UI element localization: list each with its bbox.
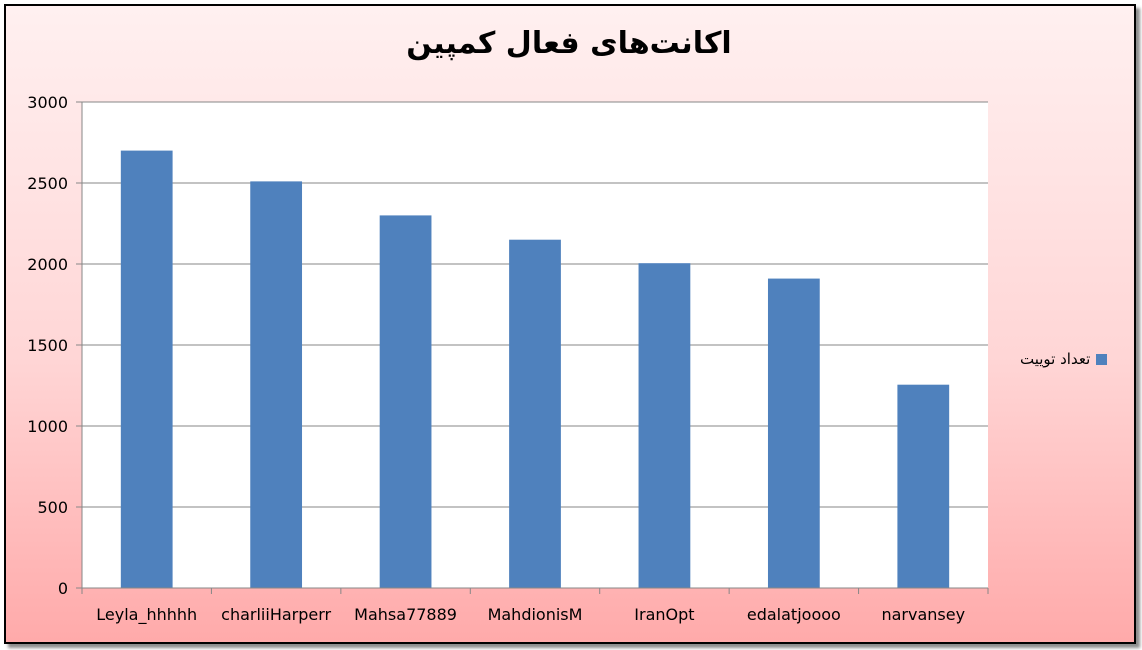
- x-tick-label: charliiHarperr: [221, 605, 331, 624]
- x-tick-label: IranOpt: [634, 605, 694, 624]
- y-tick-label: 2000: [27, 255, 68, 274]
- x-tick-label: Mahsa77889: [354, 605, 457, 624]
- y-tick-label: 2500: [27, 174, 68, 193]
- x-tick-label: narvansey: [881, 605, 965, 624]
- bar: [767, 278, 820, 588]
- x-tick-label: Leyla_hhhhh: [96, 605, 197, 625]
- bar: [638, 263, 691, 588]
- chart-title: اکانت‌های فعال کمپین: [406, 26, 732, 61]
- x-axis: Leyla_hhhhh charliiHarperr Mahsa77889 Mahdi…: [81, 587, 989, 625]
- y-tick-label: 3000: [27, 93, 68, 112]
- legend-swatch: [1096, 353, 1108, 365]
- bar: [379, 215, 432, 588]
- y-tick-label: 0: [58, 579, 68, 598]
- bar: [250, 181, 303, 588]
- legend: تعداد توییت: [1020, 350, 1108, 368]
- bar: [509, 239, 561, 588]
- bars: [120, 150, 950, 588]
- y-tick-label: 1500: [27, 336, 68, 355]
- legend-label: تعداد توییت: [1020, 350, 1091, 368]
- bar: [897, 384, 950, 588]
- y-tick-label: 1000: [27, 417, 68, 436]
- y-axis: 0 500 1000 1500 2000 2500 3000: [27, 93, 83, 598]
- bar: [120, 150, 173, 588]
- y-tick-label: 500: [37, 498, 68, 517]
- x-tick-label: MahdionisM: [488, 605, 583, 624]
- x-tick-label: edalatjoooo: [747, 605, 841, 624]
